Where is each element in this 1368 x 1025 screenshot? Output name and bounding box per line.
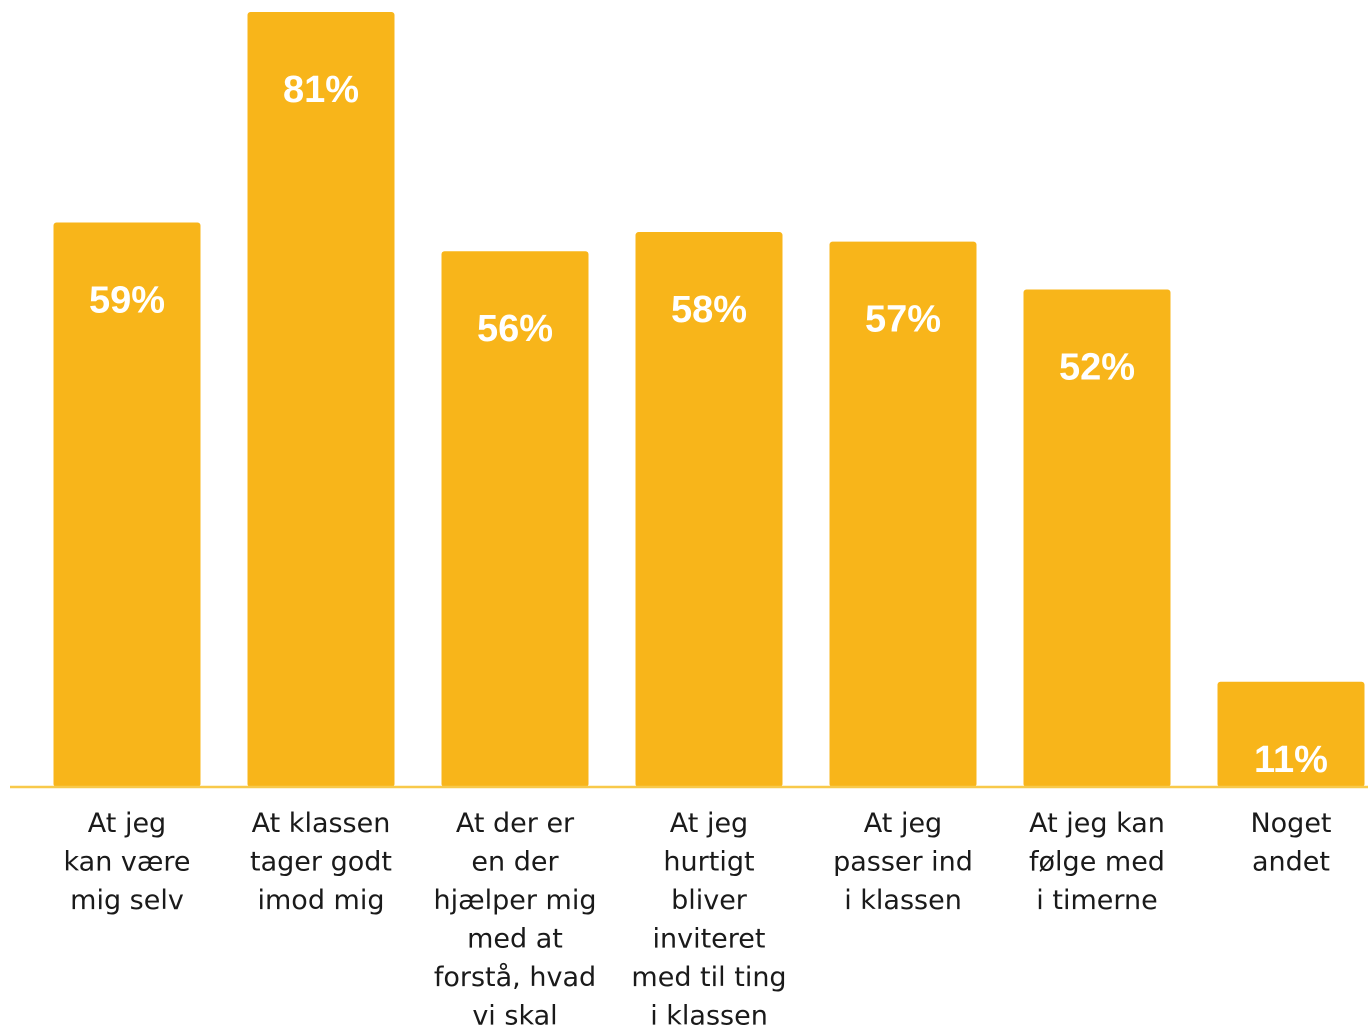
bar-5 — [829, 241, 977, 787]
category-label-line: i timerne — [1036, 885, 1157, 916]
category-label-2: At klassen tager godt imod mig — [250, 808, 392, 916]
category-label-3: At der er en der hjælper mig med at forstå, … — [433, 808, 596, 1025]
bar-4 — [635, 232, 783, 788]
bar-6 — [1023, 289, 1171, 787]
category-label-line: At jeg — [88, 808, 166, 839]
category-label-line: med til ting — [631, 962, 786, 993]
category-labels-group: At jeg kan være mig selv At klassen tager go… — [63, 808, 1331, 1025]
bar-value-label-1: 59% — [89, 279, 165, 321]
category-label-line: vi skal — [472, 1001, 557, 1025]
category-label-6: At jeg kan følge med i timerne — [1029, 808, 1165, 916]
category-label-line: med at — [467, 924, 563, 955]
bar-2 — [247, 12, 395, 787]
category-label-line: andet — [1252, 847, 1330, 878]
category-label-4: At jeg hurtigt bliver inviteret med til ting… — [631, 808, 786, 1025]
category-label-line: At jeg — [864, 808, 942, 839]
bar-7 — [1217, 681, 1365, 787]
category-label-line: følge med — [1029, 847, 1165, 878]
category-label-line: At der er — [456, 808, 575, 839]
category-label-5: At jeg passer ind i klassen — [833, 808, 973, 916]
category-label-line: inviteret — [653, 924, 766, 955]
bar-value-label-5: 57% — [865, 299, 941, 341]
category-label-line: At jeg kan — [1029, 808, 1165, 839]
category-label-line: passer ind — [833, 847, 973, 878]
bar-value-label-3: 56% — [477, 308, 553, 350]
bar-3 — [441, 251, 589, 788]
category-label-line: tager godt — [250, 847, 392, 878]
bar-value-label-4: 58% — [671, 289, 747, 331]
bar-value-label-2: 81% — [283, 69, 359, 111]
category-label-7: Noget andet — [1250, 808, 1331, 878]
category-label-line: i klassen — [650, 1001, 768, 1025]
category-label-line: hjælper mig — [433, 885, 596, 916]
category-label-line: At jeg — [670, 808, 748, 839]
category-label-line: imod mig — [258, 885, 385, 916]
category-label-line: forstå, hvad — [434, 962, 596, 993]
category-label-line: en der — [471, 847, 559, 878]
bars-group — [53, 12, 1365, 788]
category-label-line: bliver — [671, 885, 748, 916]
category-label-line: mig selv — [70, 885, 184, 916]
bar-value-label-6: 52% — [1059, 346, 1135, 388]
category-label-line: kan være — [63, 847, 190, 878]
value-labels-group: 59% 81% 56% 58% 57% 52% 11% — [89, 69, 1328, 781]
bar-1 — [53, 222, 201, 787]
category-label-1: At jeg kan være mig selv — [63, 808, 190, 916]
category-label-line: hurtigt — [663, 847, 754, 878]
category-label-line: At klassen — [252, 808, 391, 839]
bar-value-label-7: 11% — [1254, 739, 1328, 781]
category-label-line: i klassen — [844, 885, 962, 916]
category-label-line: Noget — [1250, 808, 1331, 839]
